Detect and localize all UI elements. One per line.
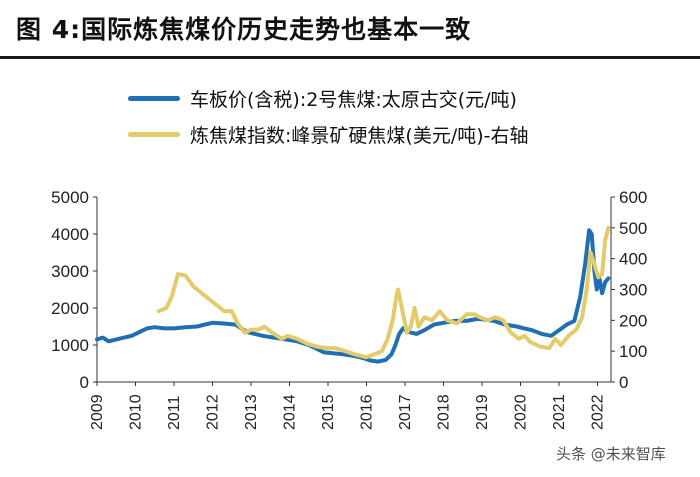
figure-header: 图 4:国际炼焦煤价历史走势也基本一致 (0, 0, 700, 59)
x-tick-label: 2009 (89, 394, 106, 430)
x-tick-label: 2015 (320, 394, 337, 430)
legend-swatch-series-2 (128, 132, 180, 137)
left-tick-label: 4000 (51, 225, 89, 244)
x-tick-label: 2016 (359, 394, 376, 430)
right-tick-label: 500 (619, 219, 647, 238)
x-tick-label: 2017 (397, 394, 414, 430)
right-tick-label: 0 (619, 373, 628, 392)
x-tick-label: 2013 (243, 394, 260, 430)
left-tick-label: 3000 (51, 262, 89, 281)
right-tick-label: 600 (619, 188, 647, 207)
series-line-1 (95, 228, 611, 364)
watermark-text: 头条 @未来智库 (556, 445, 666, 463)
legend-swatch-series-1 (128, 96, 180, 101)
x-tick-label: 2018 (436, 394, 453, 430)
title-divider (0, 56, 700, 59)
x-tick-label: 2021 (551, 394, 568, 430)
x-tick-label: 2011 (166, 395, 183, 430)
right-tick-label: 400 (619, 250, 647, 269)
right-tick-label: 200 (619, 311, 647, 330)
figure-title: 图 4:国际炼焦煤价历史走势也基本一致 (16, 15, 472, 44)
series-line-2 (156, 225, 611, 360)
x-tick-label: 2020 (513, 394, 530, 430)
x-tick-label: 2014 (282, 394, 299, 430)
legend-label-series-2: 炼焦煤指数:峰景矿硬焦煤(美元/吨)-右轴 (190, 125, 529, 147)
left-tick-label: 0 (80, 373, 89, 392)
legend-label-series-1: 车板价(含税):2号焦煤:太原古交(元/吨) (190, 89, 517, 111)
left-tick-label: 2000 (51, 299, 89, 318)
x-tick-label: 2022 (590, 394, 607, 430)
left-tick-label: 1000 (51, 336, 89, 355)
left-tick-label: 5000 (51, 188, 89, 207)
x-tick-label: 2010 (128, 394, 145, 430)
right-tick-label: 300 (619, 281, 647, 300)
right-tick-label: 100 (619, 342, 647, 361)
x-tick-label: 2012 (205, 394, 222, 430)
x-tick-label: 2019 (474, 394, 491, 430)
